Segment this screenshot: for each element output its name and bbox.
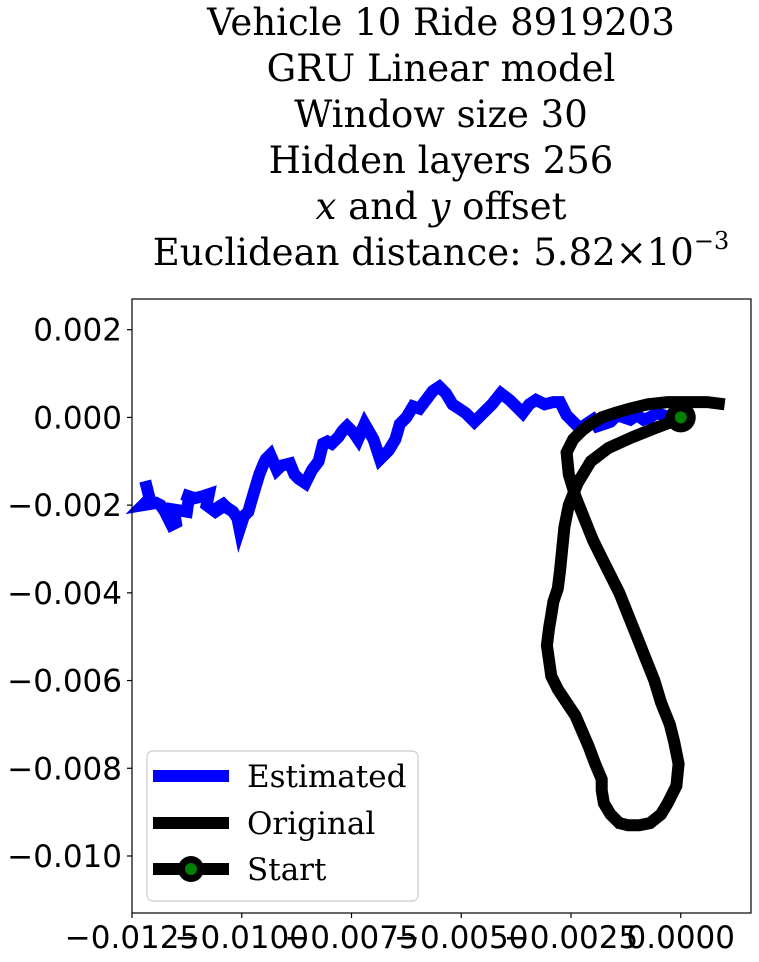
y-tick-label: 0.000 <box>33 400 122 436</box>
legend-label-original: Original <box>247 806 375 842</box>
legend-label-start: Start <box>247 852 327 888</box>
y-tick-label: 0.002 <box>33 313 122 349</box>
legend: Estimated Original Start <box>146 750 419 902</box>
legend-swatch-start-inner <box>185 863 197 875</box>
series-layer <box>125 378 726 832</box>
x-tick-label: −0.0100 <box>175 920 309 956</box>
title-line-distance: Euclidean distance: 5.82×10−3 <box>0 227 759 276</box>
plot-frame <box>131 298 752 914</box>
distance-exponent: −3 <box>693 227 730 255</box>
offset-y-var: y <box>429 185 451 228</box>
title-line-2: GRU Linear model <box>266 47 616 90</box>
title-line-1: Vehicle 10 Ride 8919203 <box>207 1 675 44</box>
title-line-offset: x and y offset <box>0 184 759 230</box>
offset-x-var: x <box>315 185 337 228</box>
original-line <box>540 396 726 832</box>
offset-suffix: offset <box>450 185 567 228</box>
x-tick-label: −0.0050 <box>394 920 528 956</box>
y-tick-label: −0.008 <box>7 751 122 787</box>
x-tick-label: −0.0075 <box>284 920 418 956</box>
distance-times: ×10 <box>615 231 694 274</box>
y-tick-label: −0.004 <box>7 576 122 612</box>
y-tick-label: −0.010 <box>7 839 122 875</box>
title-line-4: Hidden layers 256 <box>268 139 614 182</box>
title-line-3: Window size 30 <box>294 93 588 136</box>
ticks-layer: 0.002 0.000 −0.002 −0.004 −0.006 −0.008 −0.010… <box>7 313 735 956</box>
x-tick-label: −0.0125 <box>65 920 199 956</box>
distance-prefix: Euclidean distance: <box>152 231 534 274</box>
distance-mantissa: 5.82 <box>533 231 616 274</box>
x-tick-label: −0.0025 <box>504 920 638 956</box>
legend-label-estimated: Estimated <box>247 759 406 795</box>
start-marker-inner <box>674 411 687 424</box>
y-tick-label: −0.002 <box>7 488 122 524</box>
y-tick-label: −0.006 <box>7 664 122 700</box>
offset-and: and <box>336 185 430 228</box>
chart-title: Vehicle 10 Ride 8919203 GRU Linear model… <box>0 0 759 276</box>
x-tick-label: 0.0000 <box>627 920 735 956</box>
